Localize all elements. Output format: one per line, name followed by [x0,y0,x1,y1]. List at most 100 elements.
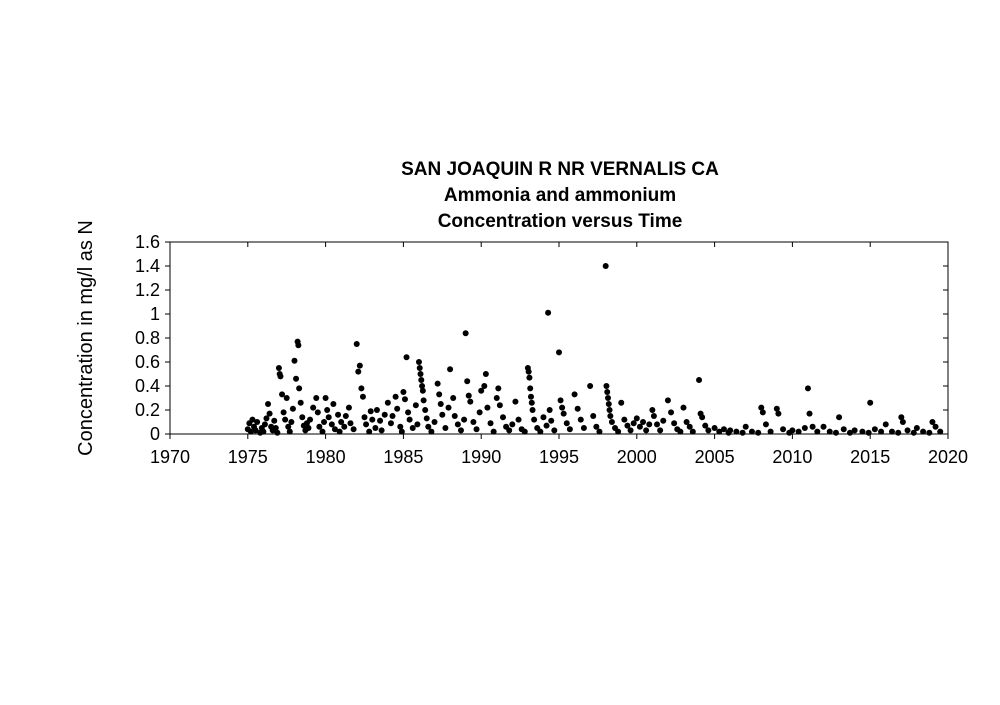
data-point [314,409,321,416]
data-point [316,423,323,430]
y-tick-label: 1.6 [135,232,160,252]
x-axis: 1970 1975 1980 1985 1990 1995 2000 2005 2010 2015… [150,242,968,467]
data-point [496,402,503,409]
data-point [820,423,827,430]
data-point [437,401,444,407]
data-point [499,414,506,421]
data-point [261,421,268,428]
data-point [419,387,426,394]
data-point [394,405,401,412]
data-point [420,397,427,404]
data-point [439,411,446,418]
data-point [400,389,407,395]
data-point [366,428,373,435]
data-point [412,402,419,409]
x-tick-label: 2020 [928,447,968,467]
data-point [603,383,610,389]
data-point [660,417,667,424]
data-point [758,404,765,411]
data-point [806,410,813,417]
data-point [490,428,497,435]
chart-title-line: SAN JOAQUIN R NR VERNALIS CA [401,159,719,180]
data-point [363,421,370,428]
data-point [865,429,872,436]
data-point [543,422,550,429]
data-point [369,416,376,423]
data-point [755,429,762,436]
data-point [636,423,643,430]
data-point [606,407,613,413]
data-point [545,309,552,316]
data-point [288,419,295,425]
data-point [487,420,494,427]
data-point [465,392,472,399]
data-point [711,425,718,431]
data-point [425,423,432,430]
data-point [464,378,471,385]
data-point [387,420,394,427]
chart-subtitle-line: Concentration versus Time [438,211,683,232]
data-point [932,423,939,430]
y-tick-label: 0.6 [135,352,160,372]
data-point [871,426,878,433]
data-point [759,409,766,416]
data-point [473,426,480,433]
data-point [748,428,755,435]
data-point [286,428,293,435]
data-point [335,411,342,418]
data-point [260,428,267,435]
data-point [345,404,352,411]
y-tick-label: 0.2 [135,400,160,420]
data-point [291,357,298,364]
data-point [733,428,740,435]
data-point [454,421,461,428]
data-point [720,426,727,433]
data-point [593,423,600,430]
data-point [789,427,796,434]
data-point [445,404,452,411]
data-point [668,409,675,416]
data-point [846,429,853,436]
y-tick-label: 0.8 [135,328,160,348]
data-point [716,428,723,435]
data-point [282,416,289,423]
data-point [299,414,306,421]
data-point [633,415,640,422]
data-point [330,401,337,407]
data-point [618,399,625,406]
data-point [867,399,874,406]
data-point [280,409,287,416]
data-point [780,426,787,433]
data-point [546,407,553,413]
data-points [244,263,944,436]
data-point [274,429,281,436]
x-tick-label: 1990 [461,447,501,467]
data-point [328,421,335,428]
data-point [406,416,413,423]
data-point [657,427,664,434]
data-point [254,419,261,425]
data-point [398,428,405,435]
data-point [840,426,847,433]
data-point [414,421,421,428]
data-point [702,422,709,429]
data-point [742,423,749,430]
data-point [378,427,385,434]
data-point [559,404,566,411]
data-point [809,423,816,430]
data-point [297,399,304,406]
data-point [361,414,368,421]
data-point [587,383,594,389]
data-point [677,428,684,435]
data-point [580,425,587,431]
data-point [296,385,303,392]
data-point [283,395,290,401]
data-point [602,263,609,269]
data-point [643,427,650,434]
data-point [832,429,839,436]
data-point [417,371,424,377]
data-point [293,375,300,382]
data-point [285,423,292,430]
data-point [353,341,360,347]
data-point [450,395,457,401]
